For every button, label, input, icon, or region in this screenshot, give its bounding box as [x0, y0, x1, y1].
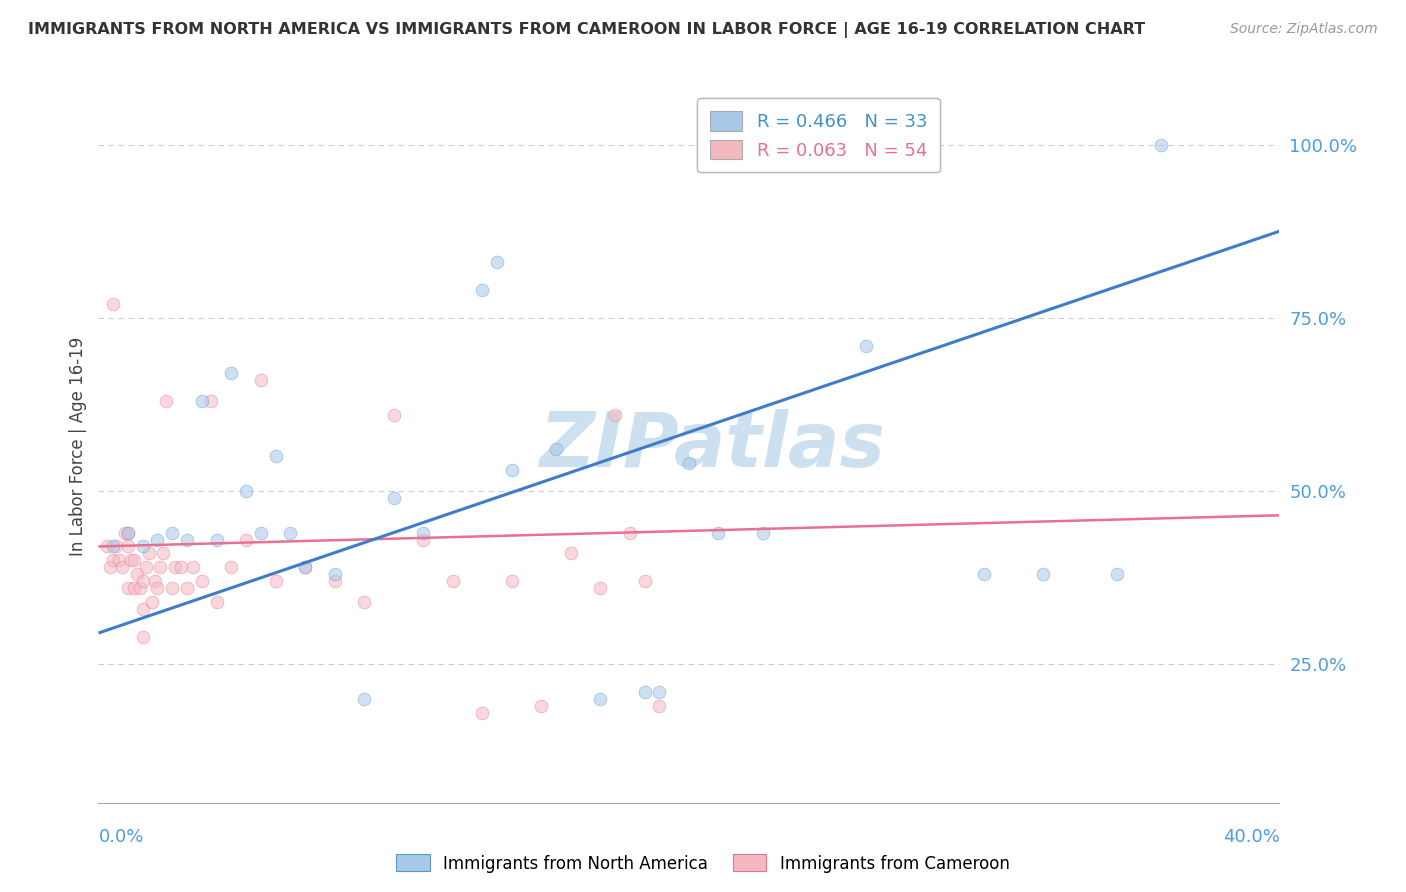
Point	[128, 581, 150, 595]
Point	[176, 581, 198, 595]
Point	[648, 698, 671, 713]
Point	[544, 442, 567, 457]
Text: IMMIGRANTS FROM NORTH AMERICA VS IMMIGRANTS FROM CAMEROON IN LABOR FORCE | AGE 1: IMMIGRANTS FROM NORTH AMERICA VS IMMIGRA…	[28, 22, 1146, 38]
Point	[117, 540, 139, 554]
Point	[117, 581, 139, 595]
Point	[143, 574, 166, 588]
Point	[589, 581, 612, 595]
Point	[501, 463, 523, 477]
Point	[501, 574, 523, 588]
Point	[96, 540, 118, 554]
Point	[353, 691, 375, 706]
Point	[619, 525, 641, 540]
Point	[117, 525, 139, 540]
Point	[471, 706, 494, 720]
Point	[138, 546, 160, 560]
Point	[1150, 137, 1173, 152]
Point	[264, 450, 287, 464]
Point	[146, 581, 169, 595]
Point	[176, 533, 198, 547]
Point	[132, 574, 155, 588]
Point	[382, 491, 405, 505]
Point	[219, 366, 242, 380]
Point	[162, 581, 183, 595]
Point	[294, 560, 316, 574]
Text: Source: ZipAtlas.com: Source: ZipAtlas.com	[1230, 22, 1378, 37]
Point	[353, 595, 375, 609]
Point	[132, 602, 155, 616]
Point	[633, 574, 655, 588]
Legend: R = 0.466   N = 33, R = 0.063   N = 54: R = 0.466 N = 33, R = 0.063 N = 54	[697, 98, 939, 172]
Point	[219, 560, 242, 574]
Point	[250, 525, 273, 540]
Point	[125, 567, 148, 582]
Point	[132, 540, 155, 554]
Legend: Immigrants from North America, Immigrants from Cameroon: Immigrants from North America, Immigrant…	[389, 847, 1017, 880]
Point	[235, 483, 257, 498]
Point	[605, 408, 627, 422]
Point	[117, 525, 139, 540]
Point	[471, 283, 494, 297]
Point	[162, 525, 183, 540]
Point	[181, 560, 204, 574]
Point	[751, 525, 773, 540]
Point	[103, 297, 125, 311]
Point	[149, 560, 172, 574]
Point	[382, 408, 405, 422]
Point	[103, 540, 125, 554]
Point	[412, 533, 434, 547]
Point	[165, 560, 187, 574]
Point	[122, 581, 145, 595]
Point	[264, 574, 287, 588]
Point	[294, 560, 316, 574]
Point	[855, 338, 877, 352]
Point	[707, 525, 730, 540]
Point	[648, 685, 671, 699]
Point	[678, 456, 700, 470]
Point	[1032, 567, 1054, 582]
Point	[141, 595, 163, 609]
Point	[114, 525, 136, 540]
Point	[235, 533, 257, 547]
Y-axis label: In Labor Force | Age 16-19: In Labor Force | Age 16-19	[69, 336, 87, 556]
Point	[191, 574, 214, 588]
Point	[486, 255, 509, 269]
Text: 0.0%: 0.0%	[98, 828, 143, 846]
Point	[205, 595, 228, 609]
Point	[200, 394, 222, 409]
Point	[155, 394, 177, 409]
Point	[1105, 567, 1128, 582]
Point	[973, 567, 995, 582]
Point	[530, 698, 553, 713]
Point	[250, 373, 273, 387]
Point	[135, 560, 157, 574]
Point	[132, 630, 155, 644]
Point	[103, 553, 125, 567]
Point	[170, 560, 193, 574]
Point	[412, 525, 434, 540]
Point	[98, 560, 121, 574]
Point	[108, 553, 131, 567]
Point	[111, 560, 134, 574]
Point	[205, 533, 228, 547]
Point	[146, 533, 169, 547]
Point	[152, 546, 174, 560]
Text: ZIPatlas: ZIPatlas	[540, 409, 886, 483]
Point	[633, 685, 655, 699]
Point	[589, 691, 612, 706]
Point	[122, 553, 145, 567]
Point	[323, 574, 346, 588]
Point	[560, 546, 582, 560]
Point	[191, 394, 214, 409]
Text: 40.0%: 40.0%	[1223, 828, 1279, 846]
Point	[323, 567, 346, 582]
Point	[105, 540, 128, 554]
Point	[120, 553, 142, 567]
Point	[441, 574, 464, 588]
Point	[278, 525, 302, 540]
